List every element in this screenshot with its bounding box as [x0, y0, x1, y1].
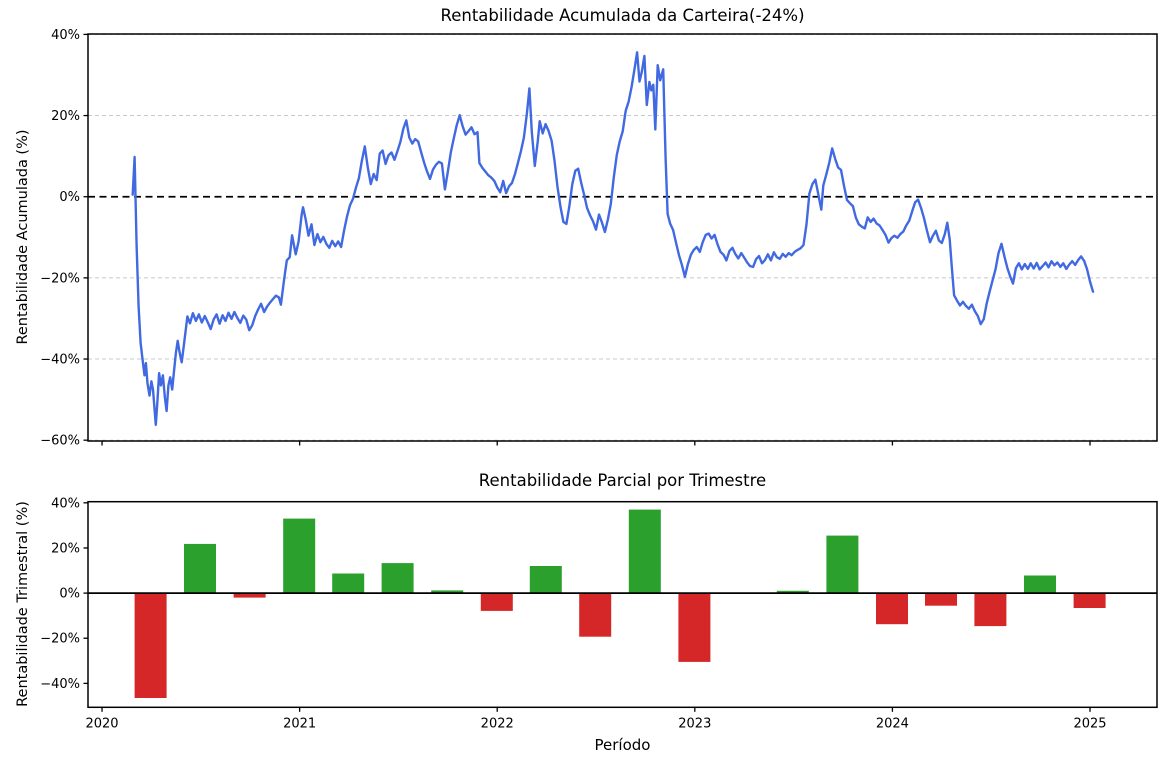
quarterly-return-bar	[628, 509, 661, 594]
quarterly-return-bar	[529, 566, 562, 594]
y-tick-label: 20%	[51, 109, 80, 124]
quarterly-return-bar	[579, 593, 612, 637]
quarterly-return-bar	[826, 535, 859, 594]
quarterly-return-bar	[283, 518, 316, 594]
accumulated-return-line	[131, 51, 1095, 426]
quarterly-return-bar	[332, 573, 365, 594]
y-tick-label: −60%	[40, 434, 80, 449]
x-tick-label: 2024	[876, 716, 909, 731]
top-chart-ylabel: Rentabilidade Acumulada (%)	[15, 129, 31, 345]
quarterly-return-bar	[1024, 575, 1056, 594]
quarterly-return-bar	[1073, 593, 1106, 608]
quarterly-return-bar	[480, 593, 513, 611]
quarterly-return-bar	[431, 590, 464, 594]
bottom-chart-ylabel: Rentabilidade Trimestral (%)	[15, 501, 31, 707]
quarterly-return-bar	[776, 590, 809, 594]
x-tick-label: 2021	[283, 716, 316, 731]
quarterly-return-bar	[925, 593, 957, 606]
y-tick-label: 20%	[51, 541, 80, 556]
axes-spines	[87, 500, 1158, 709]
quarterly-return-bar	[678, 593, 711, 662]
x-tick-label: 2022	[481, 716, 514, 731]
x-axis-label: Período	[594, 736, 651, 754]
y-tick-label: 40%	[51, 28, 80, 43]
x-tick-label: 2025	[1073, 716, 1106, 731]
bottom-chart-title: Rentabilidade Parcial por Trimestre	[478, 471, 767, 490]
x-tick-label: 2020	[85, 716, 118, 731]
y-tick-label: −40%	[40, 677, 80, 692]
y-tick-label: −40%	[40, 353, 80, 368]
quarterly-return-bar	[974, 593, 1007, 627]
y-tick-label: −20%	[40, 632, 80, 647]
y-tick-label: 0%	[59, 587, 80, 602]
quarterly-return-bar	[233, 593, 266, 598]
quarterly-return-bar	[381, 563, 414, 594]
top-chart-title: Rentabilidade Acumulada da Carteira(-24%…	[440, 6, 805, 25]
quarterly-return-bar	[876, 593, 908, 625]
y-tick-label: −20%	[40, 271, 80, 286]
quarterly-return-bar	[184, 543, 216, 594]
x-tick-label: 2023	[678, 716, 711, 731]
y-tick-label: 40%	[51, 496, 80, 511]
axes-spines	[87, 33, 1158, 442]
y-tick-label: 0%	[59, 190, 80, 205]
quarterly-return-bar	[134, 593, 167, 698]
